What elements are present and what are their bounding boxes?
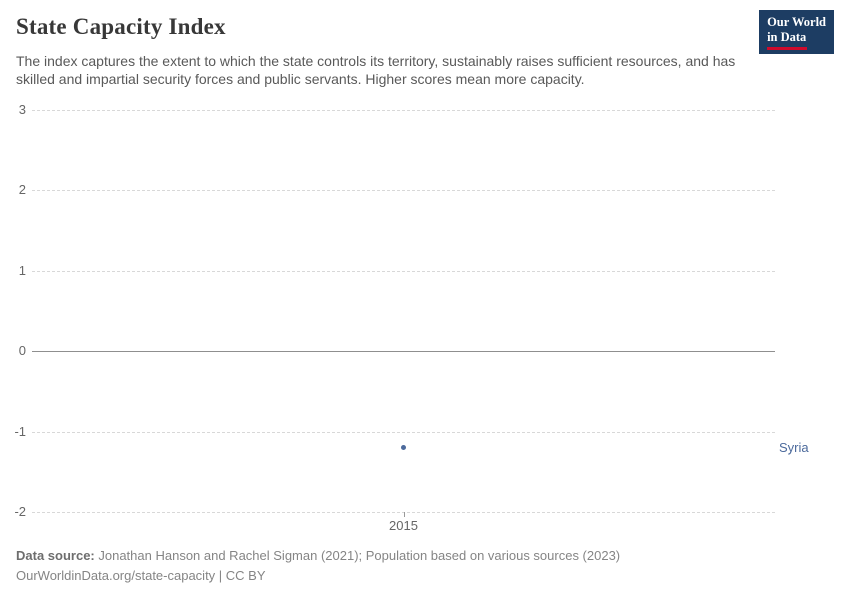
data-point[interactable] xyxy=(401,445,406,451)
footer-source-label: Data source: xyxy=(16,548,95,563)
y-axis-tick-label: 2 xyxy=(18,182,26,198)
owid-logo-line2: in Data xyxy=(767,30,807,44)
owid-logo-line1: Our World xyxy=(767,15,826,29)
owid-logo[interactable]: Our World in Data xyxy=(759,10,834,54)
x-axis-tick-label: 2015 xyxy=(389,518,418,533)
zero-gridline xyxy=(32,351,775,353)
footer-source-text: Jonathan Hanson and Rachel Sigman (2021)… xyxy=(94,548,621,563)
gridline xyxy=(32,190,775,192)
footer-source-line: Data source: Jonathan Hanson and Rachel … xyxy=(16,548,620,563)
y-axis-tick-label: 0 xyxy=(18,343,26,359)
page-title: State Capacity Index xyxy=(16,14,226,39)
footer-link-line[interactable]: OurWorldinData.org/state-capacity | CC B… xyxy=(16,568,266,583)
gridline xyxy=(32,110,775,111)
y-axis-tick-label: -2 xyxy=(14,504,26,519)
chart-plot-area: 3 2 1 0 -1 -2 2015 xyxy=(14,102,775,533)
owid-logo-red-bar xyxy=(767,47,808,50)
x-axis-tick-mark xyxy=(403,512,405,517)
gridline xyxy=(32,270,775,272)
chart-subtitle: The index captures the extent to which t… xyxy=(16,53,736,88)
y-axis-tick-label: -1 xyxy=(14,423,26,439)
gridline xyxy=(32,431,775,433)
entity-label[interactable]: Syria xyxy=(779,439,809,455)
y-axis-tick-label: 1 xyxy=(18,262,26,278)
y-axis-tick-label: 3 xyxy=(18,102,26,117)
